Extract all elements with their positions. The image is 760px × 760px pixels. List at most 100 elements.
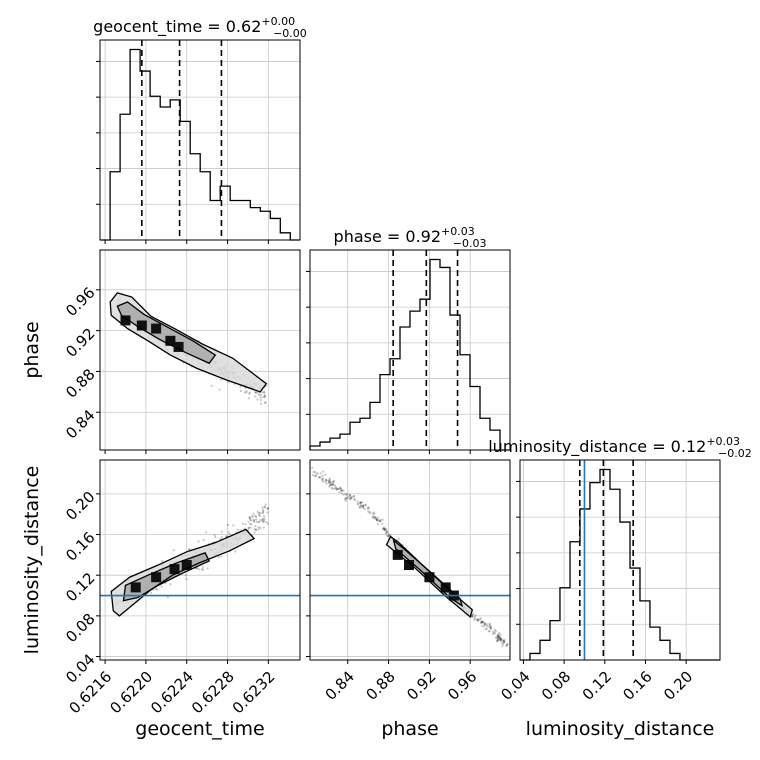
scatter-point (239, 385, 242, 388)
scatter-point (502, 639, 505, 642)
scatter-point (266, 522, 270, 525)
scatter-point (338, 491, 341, 494)
scatter-point (473, 617, 476, 620)
tick-label-y: 0.20 (62, 488, 98, 524)
scatter-point (349, 498, 352, 501)
scatter-point (263, 394, 267, 397)
scatter-point (362, 506, 365, 509)
scatter-point (352, 494, 355, 498)
contour-line (392, 538, 464, 608)
scatter-point (214, 535, 217, 539)
scatter-point (322, 470, 325, 473)
density-cell (169, 564, 180, 575)
density-region (111, 529, 255, 616)
scatter-point (372, 516, 375, 519)
scatter-point (264, 503, 267, 506)
tick-label-x: 0.88 (362, 668, 398, 704)
tick-label-x: 0.6228 (188, 668, 238, 718)
scatter-point (346, 497, 349, 500)
scatter-point (164, 582, 167, 585)
scatter-point (220, 555, 223, 558)
contour-line (116, 301, 217, 365)
scatter-point (234, 550, 237, 553)
density-cell (165, 335, 176, 346)
scatter-point (254, 391, 257, 394)
scatter-point (257, 526, 260, 529)
scatter-point (475, 618, 479, 621)
scatter-point (196, 567, 199, 570)
scatter-point (337, 487, 340, 491)
scatter-point (376, 523, 380, 526)
histogram-phase (309, 258, 510, 451)
scatter-point (353, 498, 357, 501)
scatter-point (321, 477, 325, 480)
scatter-point (247, 527, 251, 530)
scatter-point (389, 534, 392, 537)
scatter-point (482, 620, 485, 623)
scatter-point (481, 620, 484, 623)
panel-frame (99, 459, 301, 661)
scatter-point (254, 514, 257, 517)
scatter-point (328, 477, 331, 480)
scatter-point (197, 540, 200, 543)
scatter-point (496, 638, 499, 642)
axis-label-y: luminosity_distance (21, 466, 43, 655)
scatter-point (342, 493, 345, 496)
scatter-point (266, 511, 269, 514)
scatter-point (340, 492, 343, 495)
scatter-point (327, 481, 330, 484)
scatter-point (331, 487, 334, 491)
scatter-point (361, 501, 364, 504)
panel-frame (99, 249, 301, 451)
scatter-point (497, 636, 501, 639)
density-cell (173, 341, 184, 352)
scatter-point (323, 480, 327, 483)
panel-title: luminosity_distance = 0.12+0.03 −0.02 (488, 435, 752, 460)
scatter-point (339, 486, 342, 490)
scatter-point (312, 473, 315, 477)
scatter-point (361, 506, 365, 509)
scatter-point (329, 481, 332, 484)
scatter-point (369, 512, 372, 515)
scatter-point (259, 398, 263, 402)
scatter-point (489, 625, 492, 628)
scatter-point (480, 621, 483, 624)
scatter-point (497, 639, 500, 642)
scatter-point (239, 389, 243, 393)
scatter-point (262, 526, 265, 529)
scatter-point (262, 519, 265, 522)
scatter-point (254, 525, 257, 528)
scatter-point (257, 512, 261, 515)
density-cell (392, 549, 403, 560)
scatter-point (367, 510, 370, 513)
scatter-point (241, 522, 245, 525)
scatter-point (349, 497, 352, 500)
scatter-point (312, 470, 315, 474)
panel-geocent_time-phase (109, 292, 268, 405)
scatter-point (480, 621, 484, 624)
scatter-point (376, 516, 380, 519)
scatter-point (501, 641, 504, 644)
scatter-point (243, 391, 246, 394)
scatter-point (385, 533, 388, 536)
scatter-point (366, 507, 370, 511)
scatter-point (249, 522, 252, 526)
scatter-point (347, 496, 350, 499)
scatter-point (387, 532, 390, 536)
scatter-point (484, 622, 487, 625)
panel-frame (309, 249, 511, 451)
scatter-point (488, 630, 491, 633)
scatter-point (505, 643, 509, 646)
scatter-point (228, 533, 231, 536)
scatter-point (321, 478, 324, 481)
scatter-point (505, 644, 508, 647)
scatter-point (255, 515, 258, 519)
scatter-point (487, 625, 490, 628)
scatter-point (344, 499, 347, 502)
scatter-point (375, 518, 379, 521)
scatter-point (329, 481, 332, 484)
scatter-point (383, 527, 386, 530)
scatter-point (218, 388, 221, 391)
scatter-point (364, 503, 367, 506)
scatter-point (378, 519, 381, 523)
